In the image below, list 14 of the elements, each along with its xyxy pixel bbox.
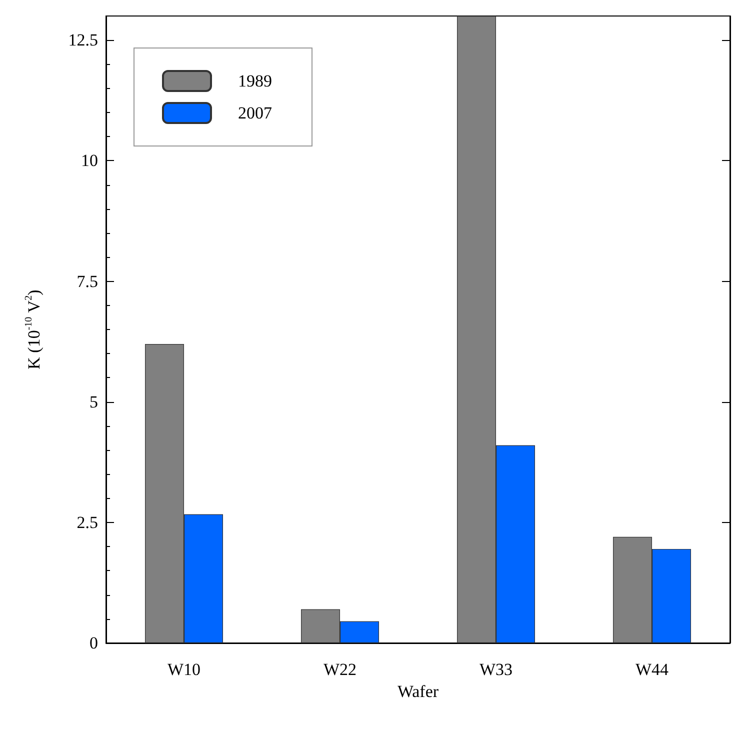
x-axis-title: Wafer (397, 682, 439, 701)
y-tick-label: 0 (90, 634, 98, 652)
y-tick-label: 2.5 (76, 512, 98, 532)
legend-label: 2007 (238, 104, 272, 122)
x-tick-label: W33 (479, 660, 513, 679)
x-tick-label: W22 (323, 660, 357, 679)
x-tick-label: W44 (635, 660, 670, 679)
x-tick-label: W10 (167, 660, 201, 679)
y-tick-label: 5 (90, 392, 98, 412)
legend-label: 1989 (238, 72, 272, 90)
y-tick-label: 12.5 (68, 30, 98, 50)
y-tick-label: 7.5 (76, 272, 98, 291)
y-axis-title: K (10-10 V2) (24, 290, 44, 370)
y-tick-label: 10 (81, 151, 98, 170)
